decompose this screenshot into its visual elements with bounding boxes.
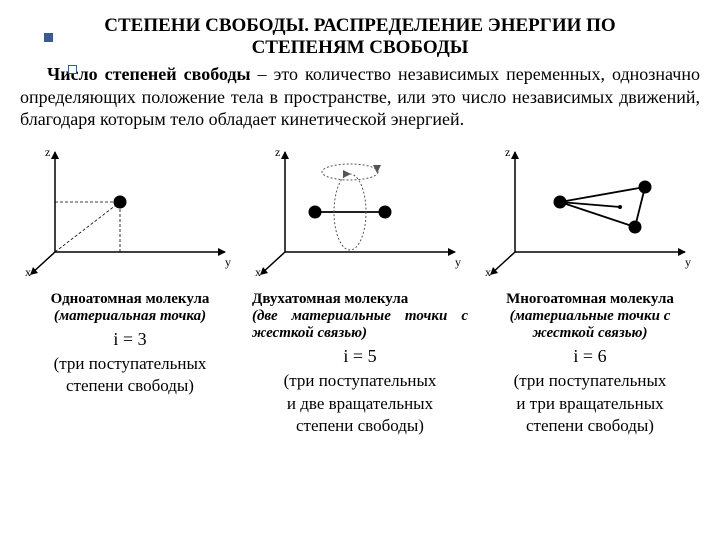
degrees-explain-1: степени свободы) — [20, 376, 240, 396]
degrees-formula: i = 5 — [250, 346, 470, 367]
degrees-explain-0: (три поступательных — [20, 354, 240, 374]
definition-lead: Число степеней свободы — [47, 64, 251, 84]
definition-paragraph: Число степеней свободы – это количество … — [20, 63, 700, 131]
svg-text:y: y — [685, 255, 691, 269]
bullet-decor-1 — [44, 33, 53, 42]
molecule-column-2: z y x Многоатомная молекула(материальные то… — [480, 137, 700, 439]
degrees-explain-2: степени свободы) — [250, 416, 470, 436]
svg-text:x: x — [485, 265, 491, 279]
svg-text:z: z — [45, 145, 50, 159]
svg-text:z: z — [275, 145, 280, 159]
degrees-explain-0: (три поступательных — [480, 371, 700, 391]
svg-text:x: x — [25, 265, 31, 279]
molecule-column-0: z y x Одноатомная молекула(материальная точ… — [20, 137, 240, 439]
page-title: СТЕПЕНИ СВОБОДЫ. РАСПРЕДЕЛЕНИЕ ЭНЕРГИИ П… — [20, 15, 700, 59]
axes-diagram: z y x — [480, 137, 700, 287]
diagram-row: z y x Одноатомная молекула(материальная точ… — [20, 137, 700, 439]
svg-text:y: y — [225, 255, 231, 269]
degrees-explain-1: и три вращательных — [480, 394, 700, 414]
svg-text:x: x — [255, 265, 261, 279]
degrees-formula: i = 6 — [480, 346, 700, 367]
molecule-description: Двухатомная молекула(две материальные то… — [252, 291, 468, 343]
molecule-column-1: z y x Двухатомная молекула(две материальные… — [250, 137, 470, 439]
axes-diagram: z y x — [250, 137, 470, 287]
molecule-description: Одноатомная молекула(материальная точка) — [22, 291, 238, 326]
molecule-description: Многоатомная молекула(материальные точки… — [482, 291, 698, 343]
degrees-explain-0: (три поступательных — [250, 371, 470, 391]
degrees-formula: i = 3 — [20, 329, 240, 350]
svg-text:y: y — [455, 255, 461, 269]
degrees-explain-2: степени свободы) — [480, 416, 700, 436]
svg-text:z: z — [505, 145, 510, 159]
bullet-decor-2 — [68, 65, 77, 74]
degrees-explain-1: и две вращательных — [250, 394, 470, 414]
axes-diagram: z y x — [20, 137, 240, 287]
